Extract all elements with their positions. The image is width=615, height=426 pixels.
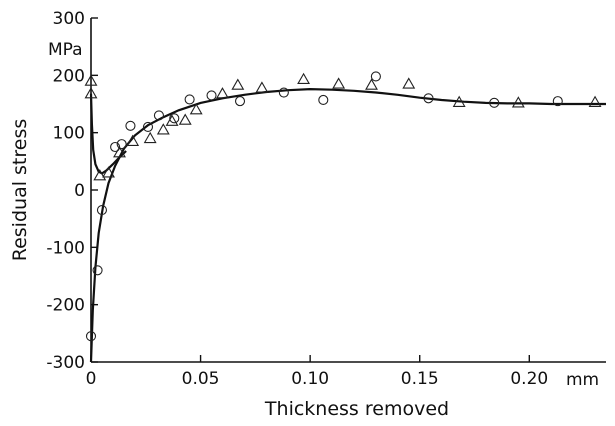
circle-data-point — [85, 331, 97, 342]
triangle-data-point — [588, 95, 602, 107]
circle-data-point — [206, 90, 217, 101]
circle-data-point — [370, 71, 381, 82]
triangle-data-point — [178, 113, 192, 125]
triangle-data-point — [84, 87, 98, 99]
tick-group: -300 -200 -100 0 100 200 300 0 0.05 0.10 0.15 0.20 — [46, 9, 548, 389]
triangle-data-point — [126, 134, 140, 146]
circle-data-point — [169, 113, 180, 124]
circle-data-point — [116, 139, 127, 150]
circle-data-point — [318, 94, 329, 106]
triangle-data-point — [255, 81, 269, 93]
triangle-data-point — [216, 87, 229, 99]
triangle-data-point — [511, 96, 525, 108]
triangle-data-point — [402, 77, 416, 89]
y-tick-label: 300 — [53, 9, 85, 29]
triangle-data-point — [332, 77, 346, 89]
x-tick-label: 0 — [86, 369, 97, 389]
circle-data-point — [142, 121, 154, 132]
x-tick-label: 0.15 — [401, 369, 439, 389]
circle-data-point — [423, 93, 434, 104]
triangle-data-point — [156, 123, 170, 135]
y-tick-label: -100 — [46, 238, 85, 258]
triangle-data-point — [365, 78, 378, 90]
y-tick-label: 200 — [53, 66, 85, 86]
y-axis-title: Residual stress — [9, 119, 31, 262]
x-tick-label: 0.10 — [291, 369, 329, 389]
triangle-data-point — [231, 78, 245, 90]
circle-data-point — [96, 205, 108, 216]
x-axis-title: Thickness removed — [264, 398, 449, 420]
fit-curve — [89, 87, 606, 363]
circle-data-point — [489, 97, 500, 108]
circle-data-point — [125, 120, 136, 131]
x-tick-label: 0.20 — [510, 369, 548, 389]
data-points — [84, 71, 602, 342]
x-tick-label: 0.05 — [182, 369, 220, 389]
circle-data-point — [153, 110, 164, 121]
triangle-data-point — [93, 169, 107, 181]
triangle-data-point — [102, 166, 115, 178]
circle-data-point — [92, 265, 103, 276]
x-unit-label: mm — [566, 370, 599, 390]
triangle-data-point — [297, 72, 311, 85]
fit-curve — [89, 93, 127, 175]
circle-data-point — [278, 87, 289, 98]
y-tick-label: -300 — [46, 353, 85, 373]
y-tick-label: -200 — [46, 296, 85, 316]
y-unit-label: MPa — [48, 40, 83, 60]
triangle-data-point — [113, 146, 126, 158]
triangle-data-point — [165, 114, 179, 126]
axes — [90, 18, 606, 363]
triangle-data-point — [84, 74, 98, 86]
triangle-data-point — [452, 95, 466, 107]
y-tick-label: 0 — [74, 181, 85, 201]
triangle-data-point — [189, 103, 203, 115]
circle-data-point — [234, 96, 246, 107]
fit-curves — [89, 87, 606, 363]
y-tick-label: 100 — [53, 124, 85, 144]
circle-data-point — [184, 94, 195, 105]
circle-data-point — [552, 96, 563, 107]
triangle-data-point — [143, 131, 157, 144]
